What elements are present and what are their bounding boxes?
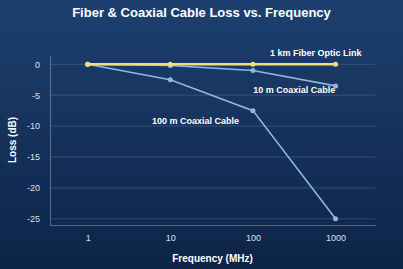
series-point	[168, 77, 173, 82]
y-tick: -20	[27, 183, 50, 193]
x-tick: 10	[166, 225, 176, 243]
y-tick-label: -10	[27, 121, 40, 131]
y-axis-line	[50, 56, 51, 226]
x-tick-label: 1000	[326, 233, 346, 243]
y-axis-title: Loss (dB)	[7, 117, 18, 163]
x-tick-label: 1	[86, 233, 91, 243]
series-line	[88, 63, 336, 66]
series-point	[250, 108, 255, 113]
grid-line	[50, 187, 375, 188]
x-tick: 1	[86, 225, 91, 243]
series-point	[168, 62, 173, 67]
y-tick-label: 0	[35, 60, 40, 70]
series-labels: 1 km Fiber Optic Link 10 m Coaxial Cable 1…	[152, 48, 363, 125]
x-axis-line	[51, 225, 376, 226]
y-tick: 0	[35, 60, 50, 70]
series-point	[85, 62, 90, 67]
x-tick: 1000	[326, 225, 346, 243]
series-label: 100 m Coaxial Cable	[152, 116, 239, 126]
grid-line	[50, 64, 375, 65]
series-point	[333, 216, 338, 221]
grid-line	[50, 157, 375, 158]
chart: Fiber & Coaxial Cable Loss vs. Frequency…	[0, 0, 403, 269]
y-tick-label: -20	[27, 183, 40, 193]
series-label: 1 km Fiber Optic Link	[270, 48, 363, 58]
y-tick: -5	[32, 91, 50, 101]
x-tick-label: 100	[246, 233, 261, 243]
series-point	[250, 68, 255, 73]
series-line	[88, 64, 336, 86]
y-tick-label: -15	[27, 152, 40, 162]
series-point	[333, 62, 338, 67]
plot-area	[85, 62, 338, 222]
grid-line	[50, 218, 375, 219]
y-tick: -10	[27, 121, 50, 131]
series-point	[85, 62, 90, 67]
y-tick-label: -25	[27, 214, 40, 224]
x-axis-title: Frequency (MHz)	[172, 253, 253, 264]
series-label: 10 m Coaxial Cable	[253, 85, 335, 95]
background	[0, 0, 403, 269]
x-tick-label: 10	[166, 233, 176, 243]
series-point	[250, 62, 255, 67]
grid	[50, 64, 375, 219]
title: Fiber & Coaxial Cable Loss vs. Frequency	[72, 5, 331, 20]
x-tick: 100	[246, 225, 261, 243]
series-line	[88, 64, 336, 219]
x-axis: 1 10 100 1000	[51, 225, 376, 243]
y-tick: -15	[27, 152, 50, 162]
y-axis: 0 -5 -10 -15 -20 -25	[27, 56, 51, 226]
y-tick: -25	[27, 214, 50, 224]
series-point	[85, 62, 90, 67]
grid-line	[50, 126, 375, 127]
y-tick-label: -5	[32, 91, 40, 101]
